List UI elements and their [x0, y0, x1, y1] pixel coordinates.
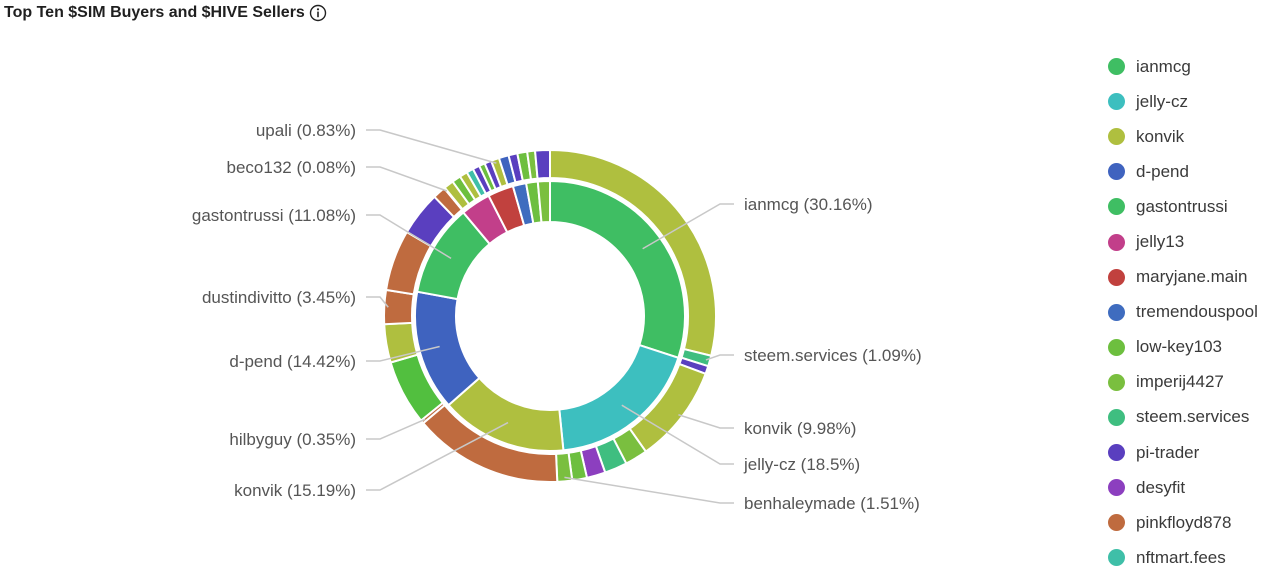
slice-data-label: d-pend (14.42%) — [229, 352, 356, 371]
legend-item[interactable]: maryjane.main — [1108, 260, 1258, 295]
legend-label: tremendouspool — [1136, 302, 1258, 322]
legend-item[interactable]: pinkfloyd878 — [1108, 505, 1258, 540]
legend-swatch — [1108, 303, 1125, 321]
legend-label: low-key103 — [1136, 337, 1222, 357]
chart-header: Top Ten $SIM Buyers and $HIVE Sellers — [4, 4, 327, 22]
legend-item[interactable]: tremendouspool — [1108, 295, 1258, 330]
slice-data-label: ianmcg (30.16%) — [744, 195, 873, 214]
legend-label: steem.services — [1136, 407, 1250, 427]
slice-data-label: upali (0.83%) — [256, 121, 356, 140]
legend-swatch — [1108, 549, 1125, 567]
legend-item[interactable]: pi-trader — [1108, 435, 1258, 470]
outer-ring-slice[interactable] — [555, 451, 574, 483]
legend-label: ianmcg — [1136, 56, 1191, 76]
legend-label: imperij4427 — [1136, 372, 1224, 392]
label-leader-line — [366, 421, 509, 491]
legend-label: d-pend — [1136, 161, 1189, 181]
label-leader-line — [564, 476, 734, 504]
legend-swatch — [1108, 444, 1125, 462]
label-leader-line — [621, 404, 734, 465]
legend-label: pinkfloyd878 — [1136, 512, 1232, 532]
legend-swatch — [1108, 93, 1125, 111]
slice-data-label: benhaleymade (1.51%) — [744, 494, 920, 513]
legend-item[interactable]: gastontrussi — [1108, 189, 1258, 224]
outer-ring-slice[interactable] — [383, 288, 415, 326]
legend-swatch — [1108, 479, 1125, 497]
outer-ring-slice[interactable] — [533, 148, 551, 180]
legend-label: konvik — [1136, 126, 1185, 146]
nested-donut-chart: ianmcg (30.16%) steem.services (1.09%) kon… — [192, 121, 922, 513]
legend-swatch — [1108, 408, 1125, 426]
label-leader-line — [366, 214, 452, 260]
slice-data-label: gastontrussi (11.08%) — [192, 206, 356, 225]
legend-swatch — [1108, 58, 1125, 76]
legend-item[interactable]: desyfit — [1108, 470, 1258, 505]
legend-swatch — [1108, 233, 1125, 251]
legend-label: nftmart.fees — [1136, 547, 1226, 567]
legend-item[interactable]: steem.services — [1108, 400, 1258, 435]
slice-data-label: beco132 (0.08%) — [227, 158, 356, 177]
legend-label: maryjane.main — [1136, 267, 1248, 287]
legend-swatch — [1108, 373, 1125, 391]
label-leader-line — [366, 296, 389, 308]
inner-ring-slice[interactable] — [536, 179, 551, 224]
legend-swatch — [1108, 338, 1125, 356]
legend-swatch — [1108, 163, 1125, 181]
legend-swatch — [1108, 198, 1125, 216]
legend-label: jelly13 — [1136, 232, 1185, 252]
chart-legend: ianmcg jelly-cz konvik d-pend gastontrussi je… — [1108, 49, 1258, 575]
legend-item[interactable]: jelly13 — [1108, 224, 1258, 259]
label-leader-line — [678, 414, 734, 429]
legend-label: gastontrussi — [1136, 196, 1228, 216]
legend-item[interactable]: konvik — [1108, 119, 1258, 154]
legend-item[interactable]: ianmcg — [1108, 49, 1258, 84]
slice-data-label: konvik (9.98%) — [744, 419, 856, 438]
legend-item[interactable]: d-pend — [1108, 154, 1258, 189]
info-circle-icon[interactable] — [309, 4, 327, 22]
legend-label: jelly-cz — [1136, 91, 1188, 111]
label-leader-line — [366, 418, 426, 440]
slice-data-label: jelly-cz (18.5%) — [743, 455, 860, 474]
legend-swatch — [1108, 128, 1125, 146]
legend-item[interactable]: jelly-cz — [1108, 84, 1258, 119]
slice-data-label: hilbyguy (0.35%) — [229, 430, 356, 449]
label-leader-line — [705, 354, 734, 361]
legend-swatch — [1108, 514, 1125, 532]
label-leader-line — [366, 345, 440, 362]
inner-ring-slice[interactable] — [549, 179, 686, 360]
chart-title: Top Ten $SIM Buyers and $HIVE Sellers — [4, 4, 305, 21]
label-leader-line — [642, 203, 734, 250]
legend-swatch — [1108, 268, 1125, 286]
legend-item[interactable]: low-key103 — [1108, 330, 1258, 365]
label-leader-line — [366, 166, 448, 192]
legend-label: desyfit — [1136, 477, 1186, 497]
legend-item[interactable]: nftmart.fees — [1108, 540, 1258, 575]
slice-data-label: steem.services (1.09%) — [744, 346, 922, 365]
label-leader-line — [366, 129, 497, 164]
legend-label: pi-trader — [1136, 442, 1200, 462]
slice-data-label: dustindivitto (3.45%) — [202, 288, 356, 307]
slice-data-label: konvik (15.19%) — [234, 481, 356, 500]
legend-item[interactable]: imperij4427 — [1108, 365, 1258, 400]
